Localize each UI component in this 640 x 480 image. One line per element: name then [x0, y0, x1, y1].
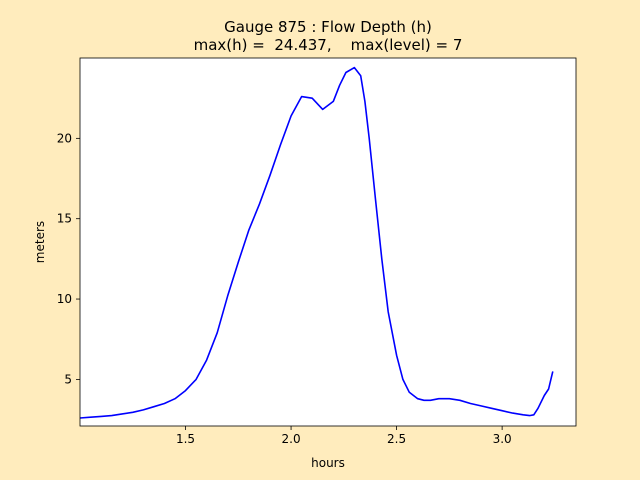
x-tick-label: 1.5 — [176, 432, 195, 446]
y-tick-label: 15 — [57, 212, 72, 226]
y-tick-label: 20 — [57, 131, 72, 145]
series-line — [79, 66, 554, 419]
plot-area — [80, 58, 576, 426]
chart-title-line-1: Gauge 875 : Flow Depth (h) — [224, 18, 432, 36]
x-tick-label: 2.0 — [282, 432, 301, 446]
plot-frame — [79, 57, 577, 427]
y-axis-label: meters — [33, 221, 47, 263]
y-axis-ticks: 5 10 15 20 — [57, 131, 80, 386]
chart-title-line-2: max(h) = 24.437, max(level) = 7 — [194, 36, 463, 54]
x-tick-label: 3.0 — [493, 432, 512, 446]
x-axis-ticks: 1.5 2.0 2.5 3.0 — [176, 426, 512, 446]
y-tick-label: 5 — [64, 372, 72, 386]
x-tick-label: 2.5 — [387, 432, 406, 446]
x-axis-label: hours — [311, 456, 345, 470]
y-tick-label: 10 — [57, 292, 72, 306]
